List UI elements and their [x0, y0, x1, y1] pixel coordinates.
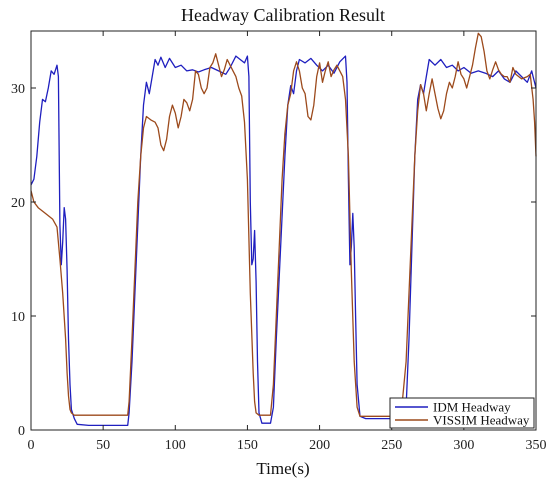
chart-title: Headway Calibration Result	[181, 5, 385, 25]
x-tick-label: 0	[28, 438, 35, 453]
legend-entry: VISSIM Headway	[433, 413, 530, 428]
x-axis-title: Time(s)	[256, 459, 309, 478]
tick-layer: 0 50 100 150 200 250 300 350 0 10 20 30	[11, 31, 547, 453]
legend-entry: IDM Headway	[433, 400, 511, 415]
series-layer	[30, 32, 537, 427]
y-tick-label: 20	[11, 196, 25, 211]
x-tick-label: 300	[453, 438, 474, 453]
legend-box	[389, 397, 535, 429]
plot-frame	[30, 30, 537, 431]
y-tick-label: 0	[18, 424, 25, 439]
y-tick-label: 10	[11, 310, 25, 325]
x-tick-label: 250	[381, 438, 402, 453]
x-tick-label: 350	[526, 438, 547, 453]
x-tick-label: 100	[165, 438, 186, 453]
series-line-idm-headway	[30, 55, 537, 427]
x-tick-label: 150	[237, 438, 258, 453]
x-tick-label: 50	[96, 438, 110, 453]
series-line-vissim-headway	[30, 32, 537, 417]
y-tick-label: 30	[11, 82, 25, 97]
x-tick-label: 200	[309, 438, 330, 453]
